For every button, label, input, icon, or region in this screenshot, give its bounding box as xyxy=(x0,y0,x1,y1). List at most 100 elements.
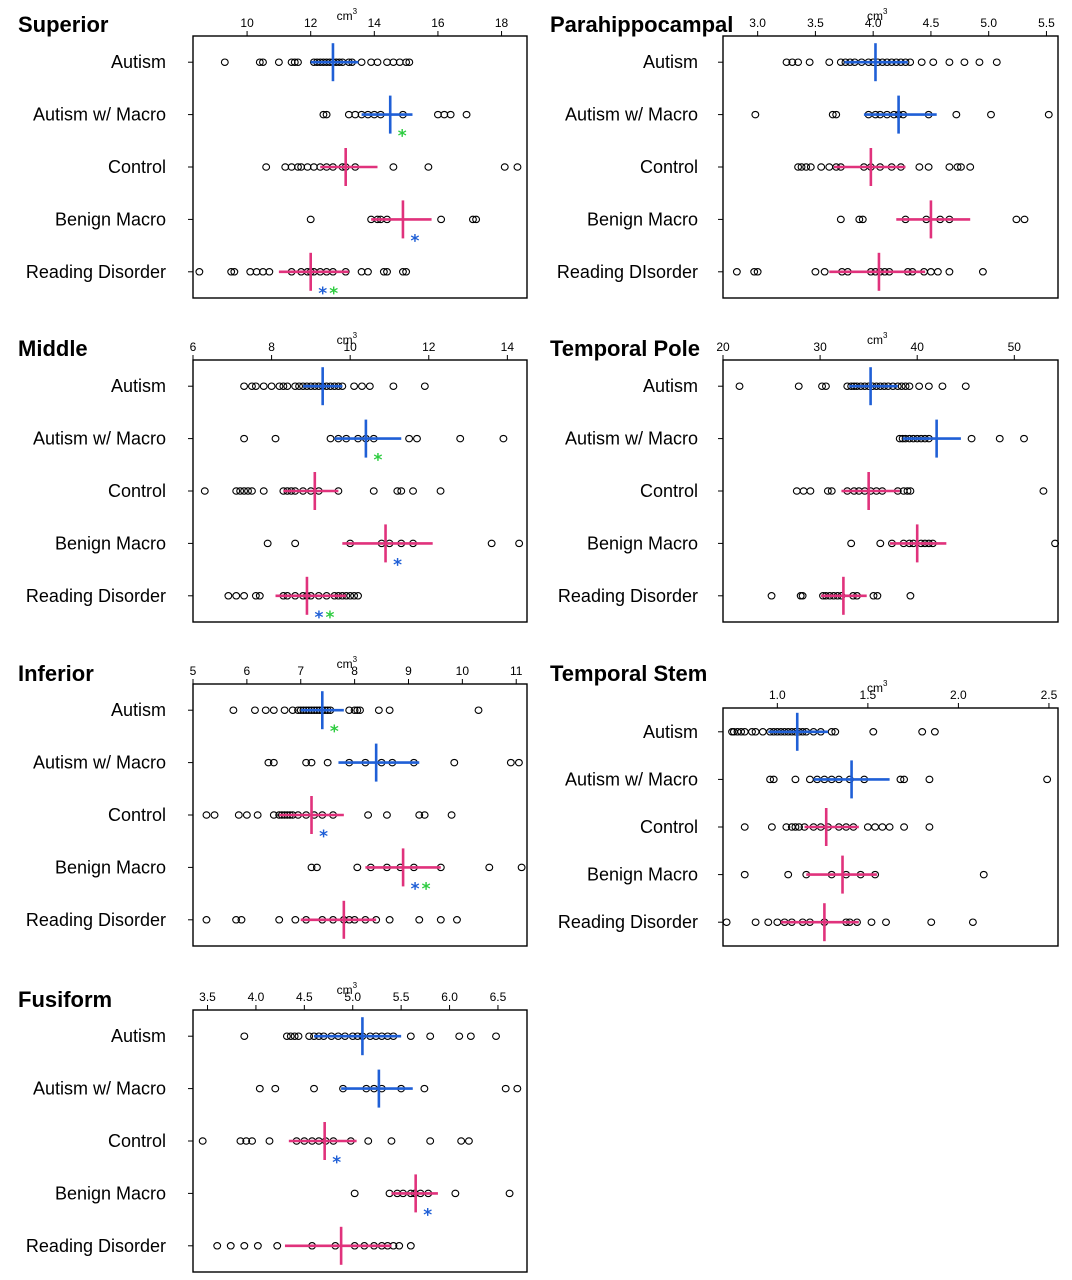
blue-significance-star: * xyxy=(411,879,420,899)
data-point xyxy=(836,215,845,224)
data-point xyxy=(365,382,374,390)
data-point xyxy=(291,539,300,548)
data-point xyxy=(255,592,264,600)
data-point xyxy=(967,434,976,443)
data-point xyxy=(264,758,273,767)
data-point xyxy=(385,706,394,714)
data-point xyxy=(791,775,800,784)
category-label: Benign Macro xyxy=(55,857,166,877)
data-point xyxy=(957,163,965,171)
data-point xyxy=(252,268,261,276)
x-tick-label: 6.0 xyxy=(441,990,458,1004)
data-point xyxy=(269,706,278,714)
category-label: Reading Disorder xyxy=(558,586,698,606)
data-point xyxy=(811,268,820,276)
x-tick-label: 4.0 xyxy=(865,16,882,30)
data-point xyxy=(766,775,775,784)
category-label: Autism w/ Macro xyxy=(33,105,166,125)
data-point xyxy=(420,811,429,819)
category-label: Reading Disorder xyxy=(26,586,166,606)
data-point xyxy=(294,1032,303,1040)
data-point xyxy=(492,1032,500,1040)
data-point xyxy=(306,215,315,224)
data-point xyxy=(385,916,394,924)
panel-fusiform: Fusiform cm3 3.5 4.0 4.5 5.0 5.5 6.0 6.5 Autism Au… xyxy=(18,981,528,1273)
data-point xyxy=(938,382,947,390)
data-point xyxy=(805,58,814,66)
data-point xyxy=(798,592,807,600)
data-point xyxy=(797,163,806,171)
data-point xyxy=(855,215,864,224)
data-point xyxy=(945,58,954,66)
x-tick-label: 16 xyxy=(431,16,445,30)
x-tick-label: 4.0 xyxy=(248,990,265,1004)
category-label: Autism xyxy=(111,1026,166,1046)
data-point xyxy=(792,487,801,495)
data-point xyxy=(240,592,249,600)
data-point xyxy=(397,487,406,495)
category-label: Control xyxy=(108,1131,166,1151)
data-point xyxy=(358,382,366,390)
data-point xyxy=(424,163,433,171)
data-point xyxy=(275,382,284,390)
data-point xyxy=(737,728,746,736)
data-point xyxy=(882,918,890,926)
data-point xyxy=(288,706,297,714)
data-point xyxy=(933,268,942,276)
data-point xyxy=(383,58,391,66)
data-point xyxy=(253,811,262,819)
data-point xyxy=(1044,110,1053,119)
data-point xyxy=(906,592,915,600)
panel-middle: Middle cm3 6 8 10 12 14 Autism Autism w/ Macro * C… xyxy=(18,331,528,628)
data-point xyxy=(450,758,459,767)
data-point xyxy=(825,58,834,66)
data-point xyxy=(823,487,832,495)
data-point xyxy=(283,382,292,390)
data-point xyxy=(350,592,359,600)
data-point xyxy=(351,110,360,119)
data-point xyxy=(896,775,905,784)
data-point xyxy=(968,918,977,926)
data-point xyxy=(263,539,272,548)
data-point xyxy=(926,268,935,276)
data-point xyxy=(1012,215,1021,224)
category-label: Control xyxy=(108,805,166,825)
panel-parahippocampal: Parahippocampal cm3 3.0 3.5 4.0 4.5 5.0 5.5 Auti… xyxy=(550,7,1059,299)
data-point xyxy=(799,487,808,495)
data-point xyxy=(259,382,268,390)
data-point xyxy=(440,110,449,119)
data-point xyxy=(794,382,803,390)
category-label: Autism xyxy=(643,376,698,396)
data-point xyxy=(251,706,259,714)
data-point xyxy=(240,1032,249,1040)
data-point xyxy=(255,1084,264,1093)
data-point xyxy=(788,58,797,66)
data-point xyxy=(269,811,278,819)
x-tick-label: 12 xyxy=(304,16,318,30)
category-label: Autism xyxy=(111,376,166,396)
data-point xyxy=(740,823,749,831)
data-point xyxy=(202,811,211,819)
data-point xyxy=(917,58,926,66)
data-point xyxy=(265,1137,274,1145)
category-label: Autism xyxy=(111,700,166,720)
data-point xyxy=(960,58,969,66)
data-point xyxy=(303,163,312,171)
category-label: Autism w/ Macro xyxy=(33,1079,166,1099)
data-point xyxy=(406,1032,415,1040)
x-tick-label: 5.5 xyxy=(1038,16,1055,30)
category-label: Control xyxy=(640,481,698,501)
data-point xyxy=(409,487,417,495)
x-tick-label: 10 xyxy=(240,16,254,30)
data-point xyxy=(794,58,803,66)
data-point xyxy=(978,268,987,276)
data-point xyxy=(433,110,442,119)
data-point xyxy=(273,1242,282,1250)
category-label: Benign Macro xyxy=(55,209,166,229)
data-point xyxy=(251,592,260,600)
x-tick-label: 10 xyxy=(343,340,357,354)
data-point xyxy=(350,1189,359,1198)
data-point xyxy=(237,916,246,924)
axis-unit-label: cm3 xyxy=(337,655,358,671)
data-point xyxy=(287,163,296,171)
